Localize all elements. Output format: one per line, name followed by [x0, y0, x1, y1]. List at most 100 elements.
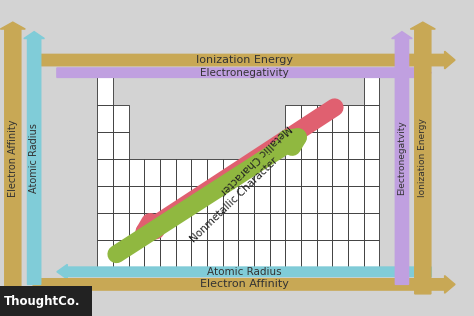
Bar	[348, 213, 364, 240]
Text: ThoughtCo.: ThoughtCo.	[4, 295, 80, 308]
FancyArrow shape	[57, 65, 431, 80]
Text: Electronegatvity: Electronegatvity	[398, 121, 406, 195]
Text: Atomic Radius: Atomic Radius	[207, 267, 282, 277]
Bar	[175, 159, 191, 186]
Bar	[301, 186, 317, 213]
Bar	[317, 213, 332, 240]
Bar	[364, 159, 379, 186]
Bar	[113, 240, 128, 267]
Bar	[222, 159, 238, 186]
Bar	[285, 186, 301, 213]
FancyArrow shape	[57, 264, 431, 279]
Bar	[348, 131, 364, 159]
FancyArrow shape	[0, 22, 25, 294]
Bar	[175, 186, 191, 213]
Bar	[348, 186, 364, 213]
Bar	[97, 131, 113, 159]
Bar	[364, 105, 379, 131]
Bar	[254, 186, 270, 213]
Bar	[128, 159, 144, 186]
Bar	[364, 77, 379, 105]
Bar	[332, 131, 348, 159]
FancyArrow shape	[410, 22, 435, 294]
Bar	[285, 213, 301, 240]
Bar	[270, 213, 285, 240]
Bar	[332, 186, 348, 213]
Bar	[348, 159, 364, 186]
Bar	[207, 240, 222, 267]
Bar	[160, 159, 175, 186]
Bar	[175, 213, 191, 240]
Bar	[207, 159, 222, 186]
Bar	[238, 186, 254, 213]
Text: Ionization Energy: Ionization Energy	[419, 118, 427, 198]
Bar	[254, 159, 270, 186]
Bar	[332, 159, 348, 186]
Bar	[191, 213, 207, 240]
Bar	[270, 186, 285, 213]
Text: Metallic Character: Metallic Character	[217, 122, 292, 196]
Bar	[191, 186, 207, 213]
Bar	[113, 213, 128, 240]
FancyArrow shape	[392, 32, 412, 284]
Bar	[191, 159, 207, 186]
Bar	[270, 159, 285, 186]
Bar	[348, 105, 364, 131]
FancyArrow shape	[33, 51, 455, 69]
Bar	[160, 186, 175, 213]
Bar	[285, 131, 301, 159]
Bar	[332, 240, 348, 267]
Bar	[317, 240, 332, 267]
Bar	[113, 105, 128, 131]
Bar	[285, 240, 301, 267]
Bar	[222, 213, 238, 240]
Bar	[254, 213, 270, 240]
Bar	[301, 240, 317, 267]
Bar	[97, 159, 113, 186]
Bar	[175, 240, 191, 267]
Bar	[348, 240, 364, 267]
Bar	[97, 105, 113, 131]
Bar	[301, 105, 317, 131]
Bar	[301, 213, 317, 240]
Bar	[97, 77, 113, 105]
Bar	[254, 240, 270, 267]
Bar	[364, 240, 379, 267]
Text: Ionization Energy: Ionization Energy	[196, 55, 292, 65]
Text: Electron Affinity: Electron Affinity	[8, 119, 18, 197]
Bar	[0, 286, 92, 316]
Bar	[144, 240, 160, 267]
Bar	[364, 186, 379, 213]
FancyArrow shape	[24, 32, 45, 284]
Bar	[317, 186, 332, 213]
Bar	[317, 105, 332, 131]
Text: Electronegativity: Electronegativity	[200, 68, 289, 78]
Bar	[160, 213, 175, 240]
Bar	[285, 159, 301, 186]
Bar	[364, 131, 379, 159]
Bar	[97, 240, 113, 267]
Text: Nonmetallic Character: Nonmetallic Character	[189, 155, 280, 244]
Bar	[113, 159, 128, 186]
FancyArrow shape	[33, 276, 455, 293]
Text: Electron Affinity: Electron Affinity	[200, 279, 289, 289]
Bar	[301, 159, 317, 186]
Bar	[128, 240, 144, 267]
Bar	[144, 159, 160, 186]
Bar	[207, 213, 222, 240]
Bar	[128, 186, 144, 213]
Bar	[317, 131, 332, 159]
Bar	[285, 105, 301, 131]
Bar	[238, 240, 254, 267]
Bar	[301, 131, 317, 159]
Bar	[270, 240, 285, 267]
Bar	[191, 240, 207, 267]
Bar	[317, 159, 332, 186]
Bar	[332, 213, 348, 240]
Text: Atomic Radius: Atomic Radius	[29, 123, 39, 193]
Bar	[238, 159, 254, 186]
Bar	[128, 213, 144, 240]
Bar	[160, 240, 175, 267]
Bar	[144, 213, 160, 240]
Bar	[97, 213, 113, 240]
